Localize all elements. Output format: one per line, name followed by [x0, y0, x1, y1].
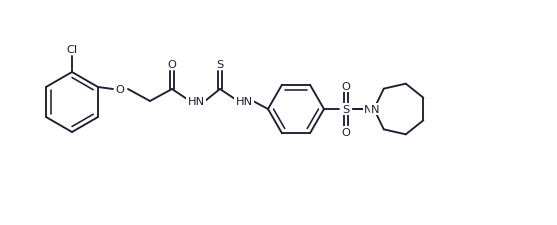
Text: O: O — [341, 127, 350, 137]
Text: Cl: Cl — [66, 45, 77, 55]
Text: N: N — [371, 105, 379, 115]
Text: O: O — [168, 60, 177, 70]
Text: S: S — [343, 105, 350, 115]
Text: N: N — [364, 105, 372, 115]
Text: HN: HN — [236, 97, 252, 106]
Text: O: O — [341, 82, 350, 92]
Text: S: S — [216, 60, 223, 70]
Text: O: O — [115, 85, 124, 94]
Text: HN: HN — [187, 97, 204, 106]
